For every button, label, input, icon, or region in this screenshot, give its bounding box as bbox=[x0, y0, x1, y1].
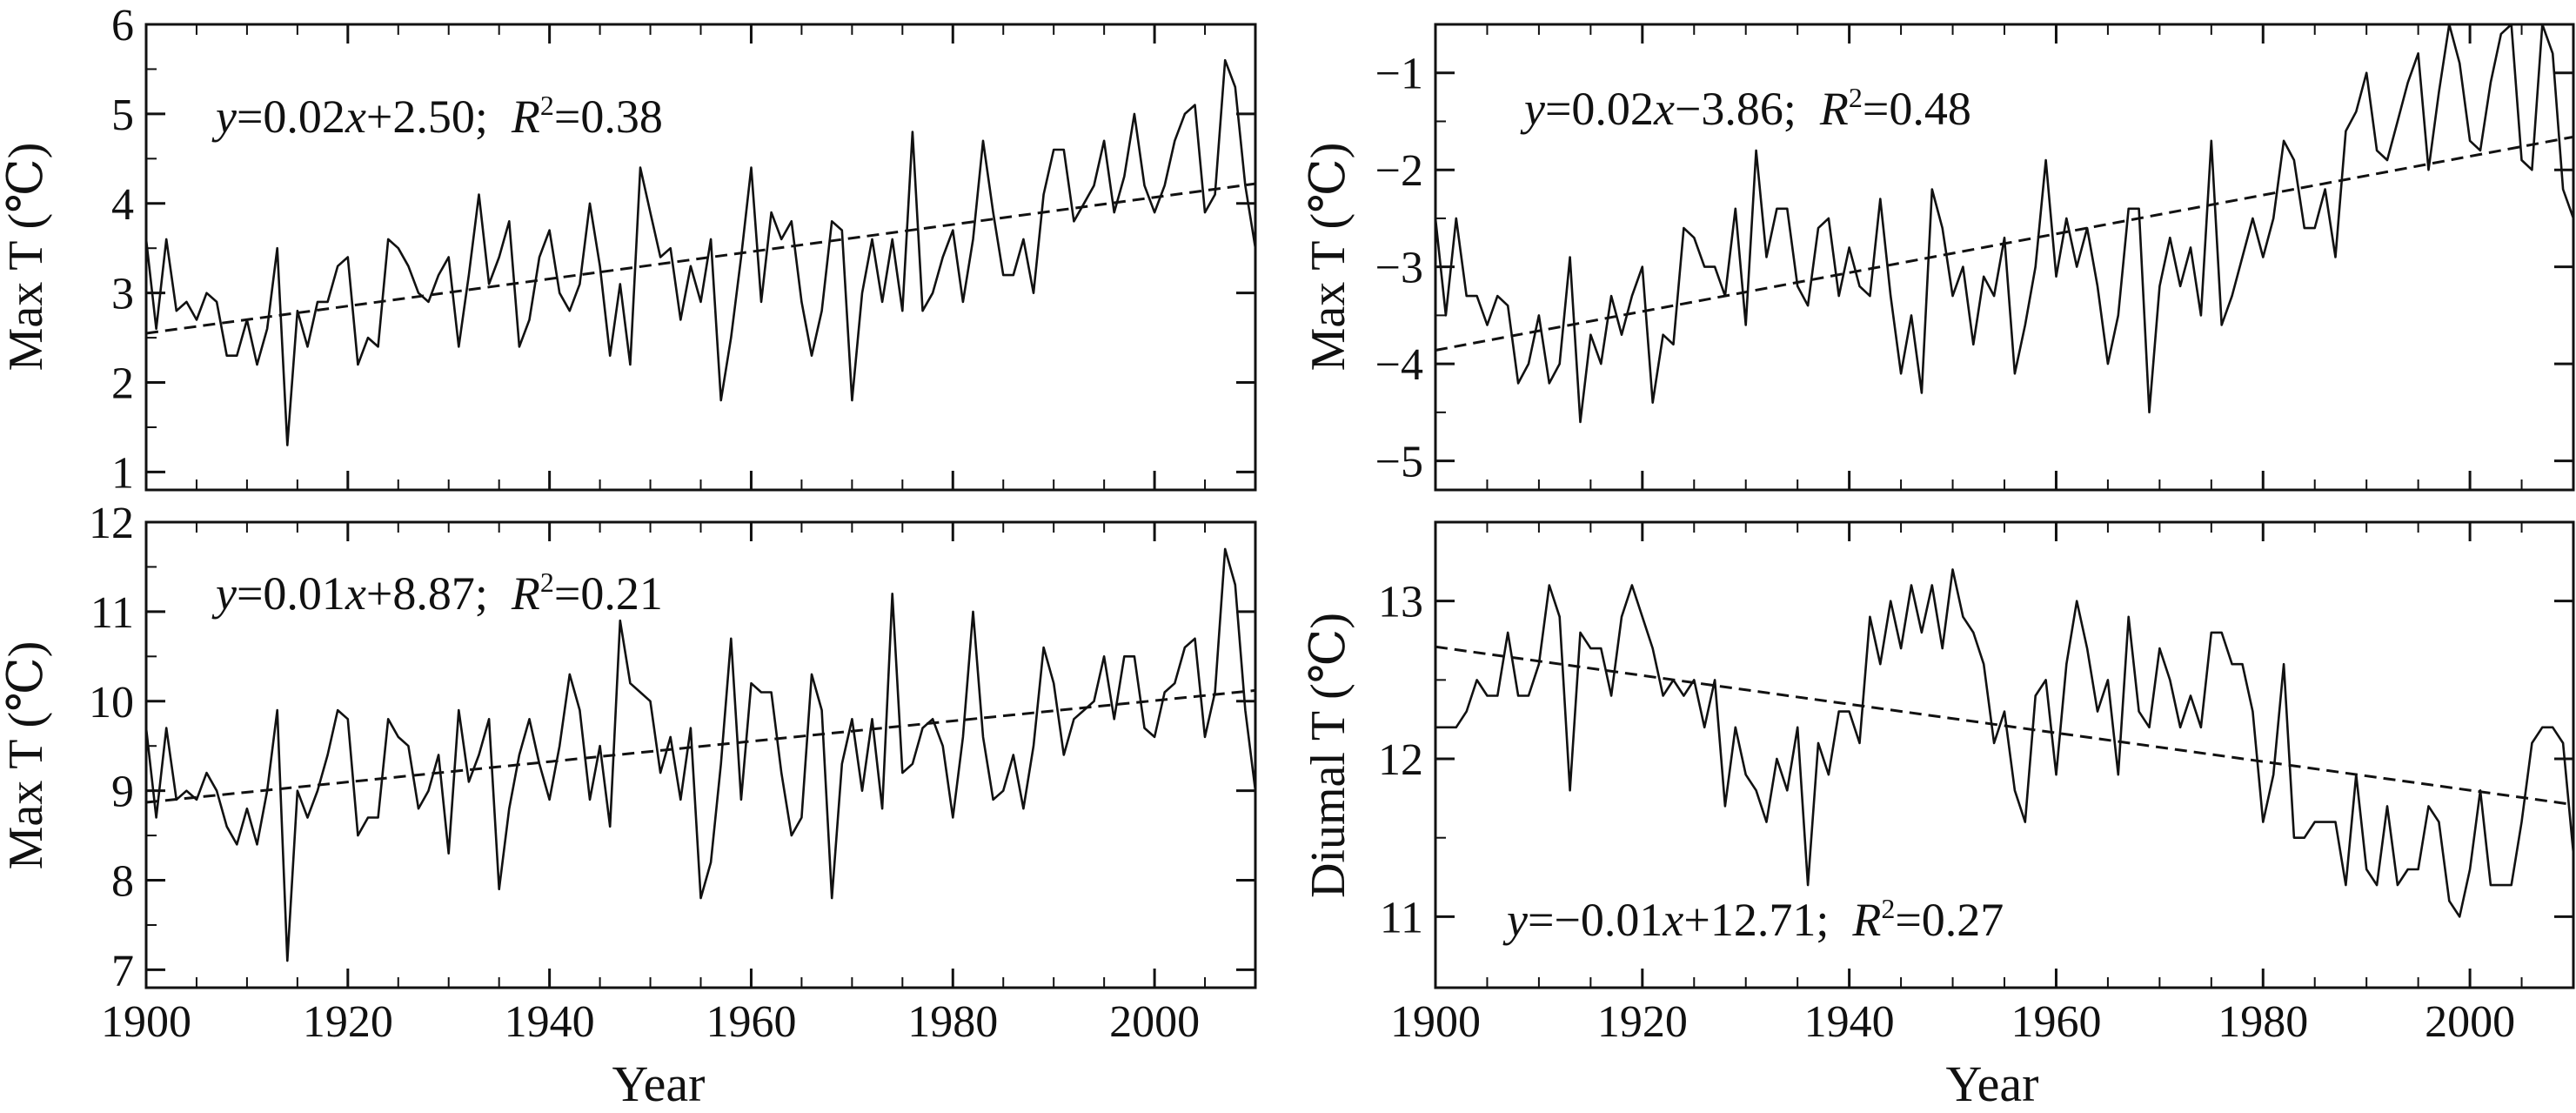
y-tick-label: 7 bbox=[111, 946, 134, 996]
annotation-r2-value: =0.27 bbox=[1895, 894, 2004, 946]
annotation-slope: =0.02 bbox=[237, 91, 345, 143]
annotation-intercept: +2.50; bbox=[366, 91, 512, 143]
y-tick-labels: −5 −4 −3 −2 −1 bbox=[1375, 50, 1423, 487]
x-axis-label: Year bbox=[1946, 1056, 2039, 1112]
y-tick-label: 5 bbox=[111, 91, 134, 140]
data-series-line bbox=[1435, 24, 2573, 424]
annotation-intercept: −3.86; bbox=[1675, 83, 1820, 135]
data-series-line bbox=[146, 58, 1255, 446]
y-tick-label: 3 bbox=[111, 270, 134, 319]
ticks bbox=[144, 520, 1256, 988]
x-tick-label: 1920 bbox=[303, 997, 393, 1047]
annotation-slope: =0.02 bbox=[1545, 83, 1654, 135]
y-axis-label: Max T (℃) bbox=[0, 641, 53, 870]
y-tick-label: −1 bbox=[1375, 50, 1423, 99]
ticks bbox=[1434, 522, 2574, 988]
annotation-r-sup: 2 bbox=[1849, 82, 1863, 113]
data-series-line bbox=[1435, 568, 2573, 918]
plot-lines bbox=[146, 58, 1255, 446]
x-tick-labels: 1900 1920 1940 1960 1980 2000 bbox=[101, 997, 1200, 1047]
y-tick-label: −5 bbox=[1375, 438, 1423, 487]
y-tick-label: 8 bbox=[111, 857, 134, 907]
x-tick-label: 1900 bbox=[1390, 997, 1481, 1047]
regression-annotation: y=0.01x+8.87; R2=0.21 bbox=[211, 567, 663, 620]
x-axis-label: Year bbox=[612, 1056, 706, 1112]
annotation-y: y bbox=[211, 567, 237, 620]
y-tick-label: 2 bbox=[111, 359, 134, 409]
regression-annotation: y=−0.01x+12.71; R2=0.27 bbox=[1502, 893, 2004, 946]
annotation-r-sup: 2 bbox=[540, 567, 554, 598]
y-tick-labels: 1 2 3 4 5 6 bbox=[111, 1, 134, 498]
annotation-r: R bbox=[511, 567, 540, 620]
x-tick-label: 1900 bbox=[101, 997, 191, 1047]
annotation-y: y bbox=[1502, 894, 1528, 946]
x-tick-label: 1920 bbox=[1597, 997, 1688, 1047]
ticks bbox=[144, 23, 1256, 490]
ticks bbox=[1434, 24, 2574, 490]
plot-lines bbox=[1435, 24, 2573, 424]
y-axis-label: Max T (℃) bbox=[1301, 143, 1355, 372]
panel-bottom-left: 7 8 9 10 11 12 1900 1920 1940 1960 1980 2000 Max T… bbox=[0, 499, 1257, 1112]
y-tick-label: −3 bbox=[1375, 244, 1423, 293]
annotation-y: y bbox=[1520, 83, 1545, 135]
y-tick-label: 9 bbox=[111, 768, 134, 817]
y-axis-label: Diumal T (℃) bbox=[1301, 613, 1355, 898]
y-tick-label: 12 bbox=[1378, 735, 1423, 785]
trend-line bbox=[1435, 645, 2573, 807]
y-tick-label: 11 bbox=[90, 588, 134, 638]
regression-annotation: y=0.02x+2.50; R2=0.38 bbox=[211, 90, 663, 143]
plot-lines bbox=[146, 547, 1255, 962]
x-tick-label: 1980 bbox=[907, 997, 998, 1047]
x-tick-label: 1940 bbox=[1804, 997, 1895, 1047]
y-tick-label: −2 bbox=[1375, 146, 1423, 196]
annotation-r: R bbox=[1851, 894, 1881, 946]
panel-bottom-right: 11 12 13 1900 1920 1940 1960 1980 2000 Diumal T… bbox=[1301, 520, 2575, 1112]
y-tick-label: 13 bbox=[1378, 578, 1423, 627]
y-tick-label: 6 bbox=[111, 1, 134, 50]
x-tick-label: 1940 bbox=[505, 997, 595, 1047]
y-tick-labels: 7 8 9 10 11 12 bbox=[89, 499, 134, 996]
x-tick-labels: 1900 1920 1940 1960 1980 2000 bbox=[1390, 997, 2515, 1047]
y-tick-label: 11 bbox=[1380, 893, 1423, 942]
annotation-intercept: +12.71; bbox=[1683, 894, 1852, 946]
plot-lines bbox=[1435, 568, 2573, 918]
regression-annotation: y=0.02x−3.86; R2=0.48 bbox=[1520, 82, 1971, 135]
y-tick-label: −4 bbox=[1375, 340, 1423, 390]
annotation-slope: =−0.01 bbox=[1528, 894, 1663, 946]
annotation-r2-value: =0.48 bbox=[1863, 83, 1971, 135]
annotation-r: R bbox=[1819, 83, 1849, 135]
x-tick-label: 2000 bbox=[1109, 997, 1200, 1047]
annotation-x: x bbox=[1653, 83, 1675, 135]
trend-line bbox=[146, 688, 1255, 804]
y-tick-label: 10 bbox=[89, 678, 134, 727]
annotation-x: x bbox=[345, 91, 366, 143]
x-tick-label: 1960 bbox=[2011, 997, 2101, 1047]
annotation-x: x bbox=[1662, 894, 1683, 946]
y-tick-label: 1 bbox=[111, 448, 134, 498]
y-axis-label: Max T (℃) bbox=[0, 143, 53, 372]
annotation-intercept: +8.87; bbox=[366, 567, 512, 620]
annotation-r-sup: 2 bbox=[1881, 893, 1895, 924]
trend-line bbox=[146, 182, 1255, 335]
x-tick-label: 1980 bbox=[2218, 997, 2308, 1047]
panel-top-right: −5 −4 −3 −2 −1 Max T (℃) y=0.02x−3.86; R2=0.… bbox=[1301, 23, 2575, 492]
annotation-r-sup: 2 bbox=[540, 90, 554, 121]
y-tick-label: 12 bbox=[89, 499, 134, 548]
annotation-y: y bbox=[211, 91, 237, 143]
annotation-r2-value: =0.21 bbox=[554, 567, 663, 620]
data-series-line bbox=[146, 547, 1255, 962]
trend-line bbox=[1435, 135, 2573, 352]
annotation-r: R bbox=[511, 91, 540, 143]
x-tick-label: 1960 bbox=[706, 997, 796, 1047]
y-tick-labels: 11 12 13 bbox=[1378, 578, 1423, 943]
annotation-slope: =0.01 bbox=[237, 567, 345, 620]
y-tick-label: 4 bbox=[111, 180, 134, 230]
annotation-r2-value: =0.38 bbox=[554, 91, 663, 143]
x-tick-label: 2000 bbox=[2425, 997, 2515, 1047]
annotation-x: x bbox=[345, 567, 366, 620]
